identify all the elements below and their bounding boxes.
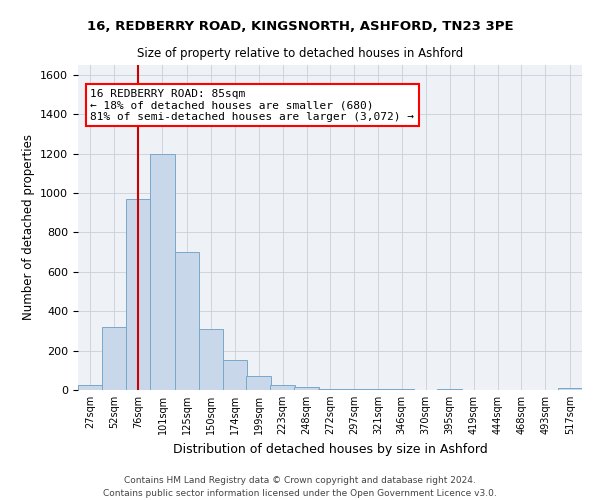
X-axis label: Distribution of detached houses by size in Ashford: Distribution of detached houses by size …: [173, 442, 487, 456]
Text: 16 REDBERRY ROAD: 85sqm
← 18% of detached houses are smaller (680)
81% of semi-d: 16 REDBERRY ROAD: 85sqm ← 18% of detache…: [90, 88, 414, 122]
Bar: [223, 360, 247, 390]
Bar: [295, 387, 319, 390]
Bar: [247, 376, 271, 390]
Y-axis label: Number of detached properties: Number of detached properties: [22, 134, 35, 320]
Bar: [199, 329, 223, 390]
Bar: [102, 327, 127, 390]
Bar: [437, 389, 462, 390]
Bar: [126, 199, 150, 390]
Bar: [557, 388, 582, 390]
Bar: [389, 389, 414, 390]
Text: Contains HM Land Registry data © Crown copyright and database right 2024.: Contains HM Land Registry data © Crown c…: [124, 476, 476, 485]
Bar: [175, 252, 199, 390]
Bar: [342, 389, 366, 390]
Text: Contains public sector information licensed under the Open Government Licence v3: Contains public sector information licen…: [103, 488, 497, 498]
Bar: [318, 389, 342, 390]
Text: 16, REDBERRY ROAD, KINGSNORTH, ASHFORD, TN23 3PE: 16, REDBERRY ROAD, KINGSNORTH, ASHFORD, …: [86, 20, 514, 33]
Bar: [271, 385, 295, 390]
Text: Size of property relative to detached houses in Ashford: Size of property relative to detached ho…: [137, 48, 463, 60]
Bar: [150, 154, 175, 390]
Bar: [78, 385, 103, 390]
